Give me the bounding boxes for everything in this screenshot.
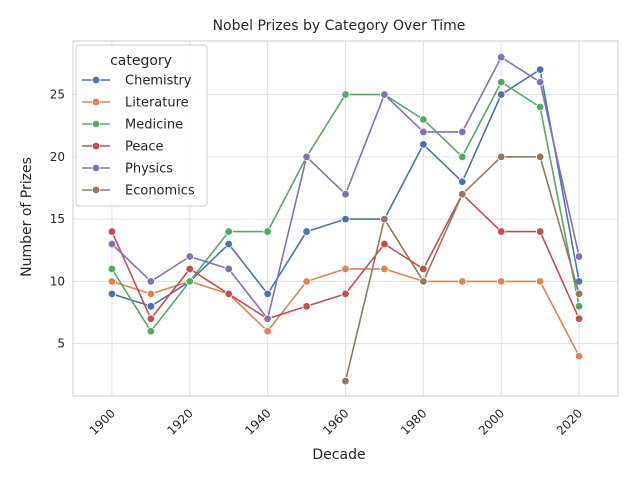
legend-label: Peace bbox=[125, 140, 164, 155]
legend-swatch-marker bbox=[91, 163, 101, 173]
data-point bbox=[497, 90, 506, 99]
legend-label: Economics bbox=[125, 184, 195, 199]
legend-label: Literature bbox=[125, 96, 189, 111]
data-point bbox=[497, 52, 506, 62]
data-point bbox=[419, 264, 428, 274]
data-point bbox=[146, 327, 156, 336]
series-physics bbox=[107, 52, 584, 323]
data-point bbox=[535, 102, 545, 112]
data-point bbox=[185, 252, 194, 261]
legend-item-peace: Peace bbox=[82, 140, 164, 155]
data-point bbox=[263, 289, 272, 299]
data-point bbox=[497, 277, 506, 286]
data-point bbox=[224, 239, 233, 249]
legend-swatch-marker bbox=[91, 141, 101, 151]
data-point bbox=[497, 227, 506, 236]
data-point bbox=[419, 115, 428, 124]
data-point bbox=[419, 127, 428, 137]
y-tick-label: 20 bbox=[50, 150, 65, 164]
legend-box bbox=[75, 44, 208, 207]
data-point bbox=[574, 289, 584, 299]
legend-item-medicine: Medicine bbox=[82, 118, 183, 133]
y-tick-label: 15 bbox=[50, 212, 65, 226]
data-point bbox=[497, 152, 506, 162]
data-point bbox=[419, 277, 428, 286]
y-tick-label: 25 bbox=[50, 88, 65, 102]
y-axis-ticks: 5 10 15 20 25 bbox=[50, 88, 65, 351]
data-point bbox=[458, 177, 467, 186]
data-point bbox=[302, 302, 311, 311]
legend-item-literature: Literature bbox=[82, 96, 189, 111]
legend-item-physics: Physics bbox=[82, 162, 173, 177]
data-point bbox=[302, 152, 311, 162]
data-point bbox=[185, 264, 194, 274]
series bbox=[107, 52, 584, 386]
plot-area bbox=[72, 40, 619, 397]
data-point bbox=[497, 77, 506, 87]
data-point bbox=[107, 277, 117, 286]
data-point bbox=[535, 227, 545, 236]
y-tick-label: 5 bbox=[57, 337, 65, 351]
legend-title: category bbox=[110, 53, 172, 69]
data-point bbox=[380, 264, 389, 274]
data-point bbox=[341, 214, 350, 224]
legend-swatch-marker bbox=[91, 97, 101, 107]
data-point bbox=[302, 277, 311, 286]
legend-label: Chemistry bbox=[125, 74, 192, 89]
data-point bbox=[263, 227, 272, 236]
legend-swatch-marker bbox=[91, 75, 101, 85]
data-point bbox=[107, 227, 117, 236]
legend-items: Chemistry Literature Medicine Peace Physics E… bbox=[82, 74, 195, 199]
data-point bbox=[535, 77, 545, 87]
x-axis-title: Decade bbox=[312, 447, 365, 463]
y-axis-title: Number of Prizes bbox=[19, 157, 35, 277]
data-point bbox=[146, 277, 156, 286]
data-point bbox=[263, 314, 272, 323]
legend-item-chemistry: Chemistry bbox=[82, 74, 192, 89]
chart-title: Nobel Prizes by Category Over Time bbox=[213, 18, 466, 34]
data-point bbox=[574, 314, 584, 323]
data-point bbox=[146, 314, 156, 323]
data-point bbox=[224, 227, 233, 236]
data-point bbox=[380, 90, 389, 99]
y-tick-label: 10 bbox=[50, 274, 65, 288]
data-point bbox=[574, 302, 584, 311]
data-point bbox=[107, 289, 117, 299]
legend-swatch-marker bbox=[91, 119, 101, 129]
data-point bbox=[535, 65, 545, 74]
data-point bbox=[574, 252, 584, 261]
data-point bbox=[341, 190, 350, 199]
legend: category Chemistry Literature Medicine Peac… bbox=[75, 44, 208, 207]
data-point bbox=[107, 239, 117, 249]
data-point bbox=[224, 289, 233, 299]
data-point bbox=[107, 264, 117, 274]
data-point bbox=[458, 127, 467, 137]
data-point bbox=[535, 152, 545, 162]
data-point bbox=[341, 289, 350, 299]
data-point bbox=[574, 351, 584, 361]
legend-swatch-marker bbox=[91, 185, 101, 195]
legend-label: Physics bbox=[125, 162, 173, 177]
series-economics bbox=[341, 152, 584, 386]
data-point bbox=[380, 214, 389, 224]
data-point bbox=[341, 90, 350, 99]
legend-item-economics: Economics bbox=[82, 184, 195, 199]
data-point bbox=[341, 376, 350, 386]
data-point bbox=[146, 302, 156, 311]
data-point bbox=[380, 239, 389, 249]
data-point bbox=[263, 327, 272, 336]
data-point bbox=[185, 277, 194, 286]
data-point bbox=[341, 264, 350, 274]
data-point bbox=[419, 140, 428, 149]
data-point bbox=[458, 277, 467, 286]
data-point bbox=[224, 264, 233, 274]
data-point bbox=[458, 190, 467, 199]
data-point bbox=[302, 227, 311, 236]
data-point bbox=[535, 277, 545, 286]
legend-label: Medicine bbox=[125, 118, 183, 133]
data-point bbox=[458, 152, 467, 162]
data-point bbox=[146, 289, 156, 299]
